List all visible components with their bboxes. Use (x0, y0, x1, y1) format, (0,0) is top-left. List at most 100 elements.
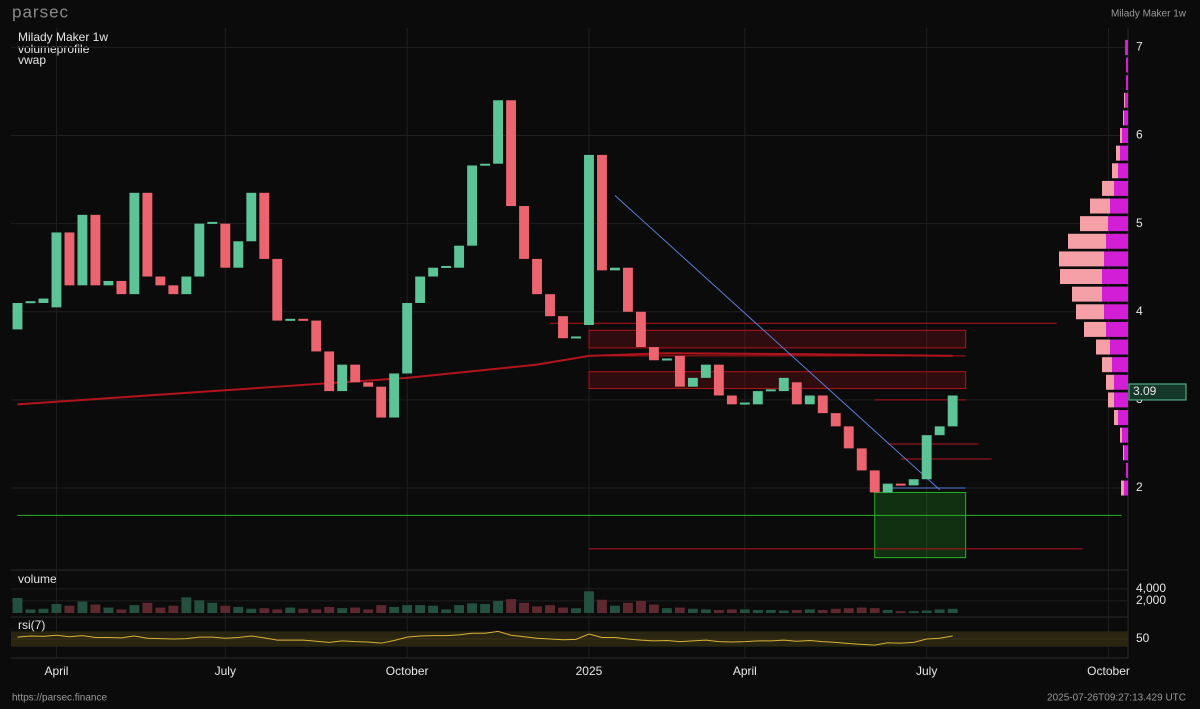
candle (246, 192, 257, 242)
profile-buy (1060, 269, 1102, 285)
volume-bar (506, 599, 516, 613)
candle (947, 395, 958, 427)
profile-buy (1112, 163, 1118, 179)
volume-bar (38, 608, 49, 613)
volume-bar (597, 599, 607, 613)
volume-bar (882, 609, 893, 613)
volume-bar (220, 605, 231, 613)
candle (103, 280, 114, 286)
profile-buy (1080, 216, 1108, 232)
candle (610, 267, 620, 271)
candle (584, 154, 594, 325)
candle (908, 479, 919, 486)
volume-bar (791, 609, 802, 613)
candle (90, 214, 101, 286)
candle (428, 267, 439, 277)
candle (869, 470, 880, 493)
candle (856, 448, 867, 471)
candle (467, 165, 478, 246)
zone-box (588, 371, 967, 389)
x-tick-label: July (916, 664, 937, 678)
candle (168, 285, 179, 295)
volume-bar (64, 605, 75, 613)
volume-bar (752, 609, 763, 613)
volume-bar (103, 607, 114, 613)
volume-bar (77, 601, 88, 613)
candle (311, 320, 322, 352)
volume-bar (713, 609, 724, 613)
profile-sell (1114, 392, 1128, 408)
y-tick-label: 4,000 (1136, 581, 1166, 595)
volume-bar (402, 605, 413, 613)
legend-entry: volumeprofile (18, 42, 90, 56)
candle (298, 318, 309, 321)
candle (519, 206, 529, 259)
volume-bar (90, 604, 101, 613)
candle (285, 318, 296, 321)
profile-buy (1096, 339, 1110, 355)
volume-bar (363, 609, 374, 613)
volume-bar (726, 609, 737, 613)
profile-sell (1118, 163, 1128, 179)
profile-sell (1125, 39, 1128, 55)
volume-bar (804, 609, 815, 613)
candle (337, 364, 348, 392)
profile-buy (1084, 321, 1106, 337)
candle (934, 426, 945, 436)
volume-bar (51, 603, 62, 613)
candle (532, 258, 542, 295)
candle (804, 395, 815, 405)
volume-bar (298, 608, 309, 613)
candle (545, 294, 555, 317)
volume-bar (545, 605, 555, 613)
candle (129, 192, 140, 295)
profile-buy (1072, 286, 1102, 302)
profile-buy (1124, 92, 1125, 108)
volume-bar (817, 609, 828, 613)
candle (571, 336, 581, 339)
volume-bar (921, 610, 932, 613)
candle (765, 389, 776, 392)
x-tick-label: October (1087, 664, 1130, 678)
candle (480, 163, 491, 166)
candle (597, 154, 607, 271)
candle (921, 435, 932, 480)
profile-sell (1110, 198, 1128, 214)
candle (661, 358, 672, 361)
profile-sell (1112, 357, 1128, 373)
profile-buy (1102, 357, 1112, 373)
volume-bar (116, 609, 127, 613)
volume-bar (25, 609, 36, 613)
volume-bar (311, 609, 322, 613)
profile-sell (1124, 480, 1128, 496)
volume-bar (324, 606, 335, 613)
volume-bar (674, 607, 685, 613)
candle (402, 302, 413, 374)
profile-sell (1102, 269, 1128, 285)
chart-title: Milady Maker 1w (18, 30, 108, 44)
volume-bar (739, 609, 750, 613)
profile-sell (1124, 445, 1128, 461)
candle (778, 377, 789, 392)
volume-bar (623, 602, 633, 613)
volume-bar (908, 611, 919, 613)
candle (233, 241, 244, 268)
candle (220, 223, 231, 268)
legend-entry: vwap (18, 53, 46, 67)
candle (350, 364, 361, 383)
candle (389, 373, 400, 418)
candle (791, 382, 802, 405)
volume-bar (947, 608, 958, 613)
rsi-label: rsi(7) (18, 618, 45, 632)
volume-bar (584, 591, 594, 613)
volume-bar (519, 602, 529, 613)
profile-sell (1108, 216, 1128, 232)
zone-box (874, 491, 967, 559)
candle (830, 413, 841, 427)
volume-bar (571, 608, 581, 613)
candle (441, 265, 452, 268)
profile-sell (1124, 110, 1128, 126)
volume-bar (843, 608, 854, 613)
last-price-box (1128, 383, 1187, 401)
x-tick-label: April (44, 664, 68, 678)
